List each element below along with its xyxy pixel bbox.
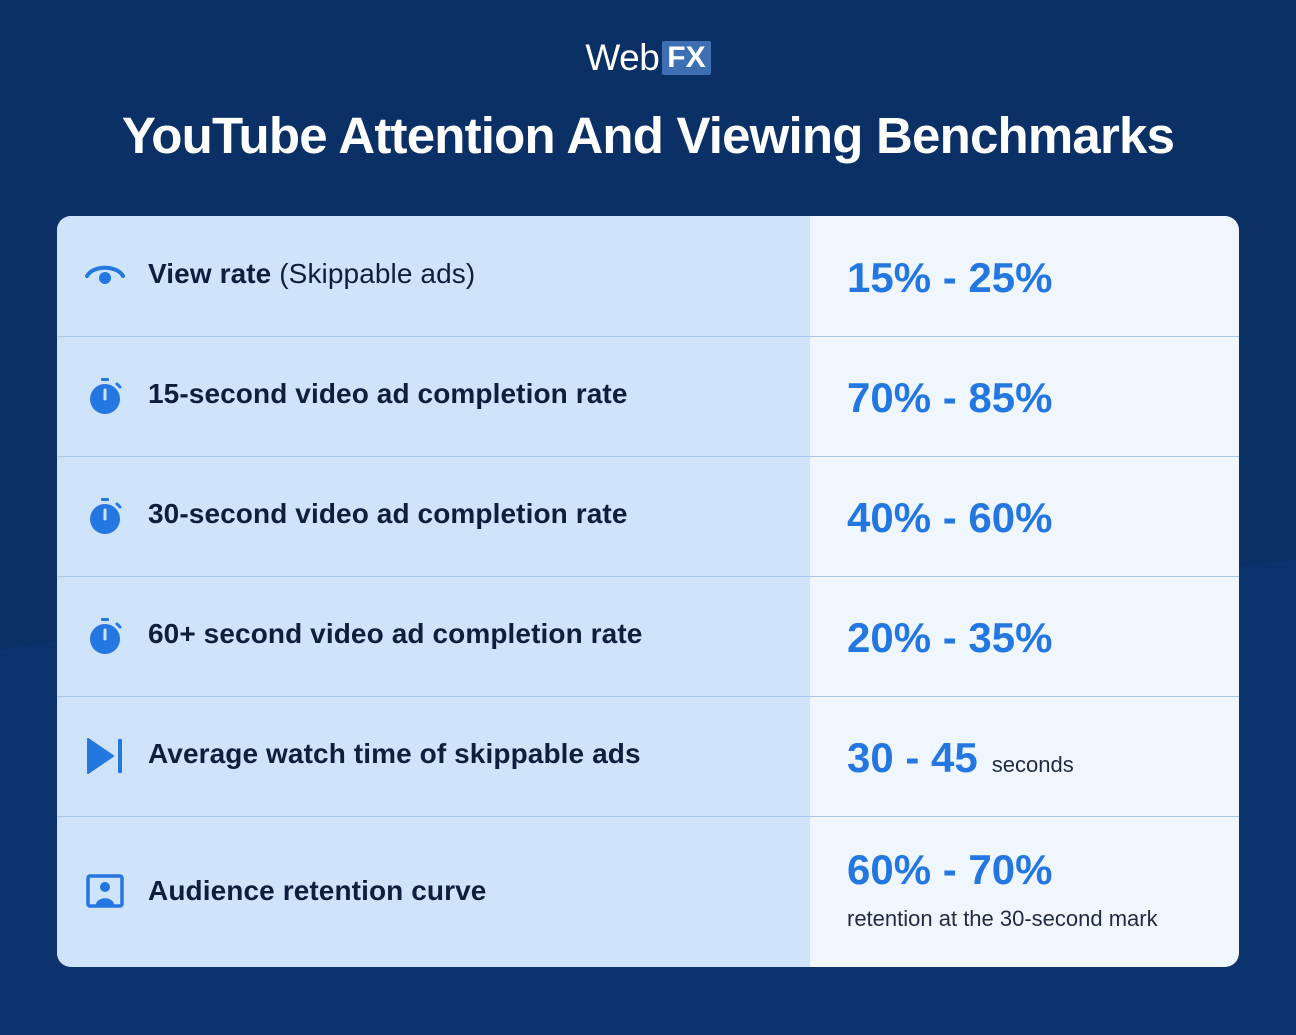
metric-label-suffix: (Skippable ads) (271, 258, 476, 289)
metric-value: 30 - 45 (847, 734, 978, 781)
table-row: 30-second video ad completion rate 40% -… (57, 456, 1239, 577)
metric-label: Average watch time of skippable ads (148, 738, 641, 769)
metric-label: 15-second video ad completion rate (148, 378, 628, 409)
stopwatch-icon (85, 616, 125, 656)
metric-value-line: 30 - 45 seconds (847, 734, 1074, 782)
stopwatch-icon (85, 376, 125, 416)
metric-value-note: retention at the 30-second mark (847, 906, 1158, 931)
table-row: View rate (Skippable ads) 15% - 25% (57, 216, 1239, 337)
eye-icon (85, 256, 125, 296)
metric-label: Audience retention curve (148, 875, 487, 906)
metric-value-unit: seconds (991, 752, 1074, 777)
table-row: Audience retention curve 60% - 70% reten… (57, 816, 1239, 967)
metric-value: 70% - 85% (847, 374, 1053, 421)
stopwatch-icon (85, 496, 125, 536)
benchmark-table: View rate (Skippable ads) 15% - 25% 15-s… (57, 216, 1239, 967)
metric-label: 30-second video ad completion rate (148, 498, 628, 529)
table-row: Average watch time of skippable ads 30 -… (57, 696, 1239, 817)
user-portrait-icon (85, 872, 125, 912)
logo-text-fx: FX (662, 41, 711, 75)
metric-label: 60+ second video ad completion rate (148, 618, 643, 649)
metric-value: 15% - 25% (847, 254, 1053, 301)
metric-column-background (57, 216, 810, 967)
metric-value: 60% - 70% (847, 846, 1053, 893)
metric-label-main: View rate (148, 258, 272, 289)
table-row: 15-second video ad completion rate 70% -… (57, 336, 1239, 457)
skip-forward-icon (85, 736, 125, 776)
metric-label: View rate (Skippable ads) (148, 258, 475, 290)
table-row: 60+ second video ad completion rate 20% … (57, 576, 1239, 697)
webfx-logo: Web FX (0, 38, 1296, 78)
metric-value: 40% - 60% (847, 494, 1053, 541)
logo-text-web: Web (585, 37, 660, 78)
page-title: YouTube Attention And Viewing Benchmarks (121, 107, 1175, 164)
metric-value: 20% - 35% (847, 614, 1053, 661)
